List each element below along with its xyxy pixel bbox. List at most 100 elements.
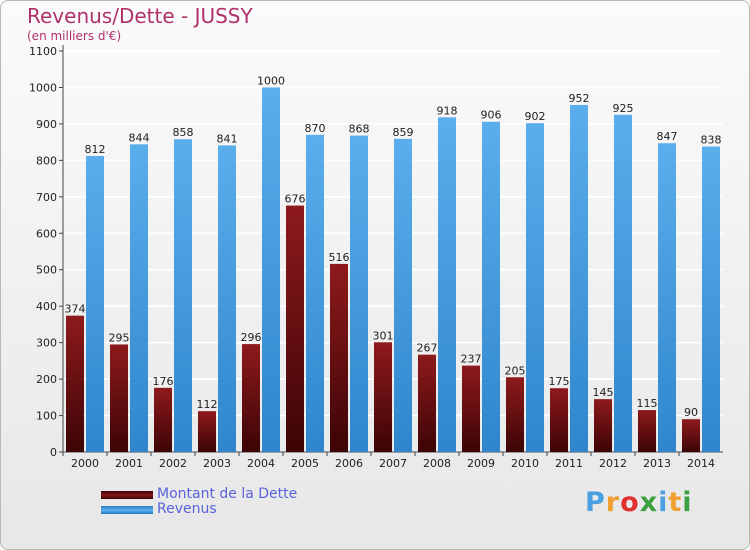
data-label-revenus: 838	[701, 134, 722, 147]
bar-revenus	[130, 144, 148, 452]
data-label-revenus: 906	[481, 109, 502, 122]
y-tick-label: 0	[50, 446, 57, 459]
bar-revenus	[658, 143, 676, 453]
data-label-revenus: 902	[525, 110, 546, 123]
bar-revenus	[218, 145, 236, 452]
logo-letter: r	[605, 487, 621, 518]
bar-revenus	[570, 104, 588, 452]
y-tick-label: 200	[36, 373, 57, 386]
y-tick-label: 700	[36, 191, 57, 204]
y-tick-label: 400	[36, 300, 57, 313]
x-tick-label: 2013	[643, 457, 671, 470]
bar-revenus	[306, 134, 324, 452]
legend-item-revenus: Revenus	[101, 502, 297, 517]
data-label-dette: 90	[684, 406, 698, 419]
data-label-dette: 176	[153, 375, 174, 388]
logo-letter: t	[668, 487, 683, 518]
x-tick-label: 2000	[71, 457, 99, 470]
x-tick-label: 2008	[423, 457, 451, 470]
x-tick-label: 2012	[599, 457, 627, 470]
data-label-dette: 175	[549, 375, 570, 388]
data-label-dette: 295	[109, 331, 130, 344]
data-label-revenus: 847	[657, 130, 678, 143]
data-label-revenus: 952	[569, 92, 590, 105]
data-label-revenus: 870	[305, 122, 326, 135]
bar-dette	[374, 342, 392, 452]
y-tick-label: 1000	[29, 81, 57, 94]
bar-dette	[154, 387, 172, 452]
x-tick-label: 2011	[555, 457, 583, 470]
data-label-dette: 237	[461, 353, 482, 366]
x-tick-label: 2002	[159, 457, 187, 470]
x-tick-label: 2004	[247, 457, 275, 470]
data-label-dette: 516	[329, 251, 350, 264]
logo-letter: i	[658, 487, 669, 518]
bar-revenus	[614, 114, 632, 452]
bar-revenus	[526, 123, 544, 453]
proxiti-logo: Proxiti	[585, 487, 693, 518]
legend: Montant de la Dette Revenus	[101, 487, 297, 517]
data-label-dette: 301	[373, 329, 394, 342]
bar-dette	[330, 263, 348, 452]
x-tick-label: 2005	[291, 457, 319, 470]
bar-revenus	[438, 117, 456, 452]
bar-revenus	[482, 121, 500, 453]
data-label-revenus: 812	[85, 143, 106, 156]
bar-revenus	[394, 138, 412, 452]
logo-letter: i	[682, 487, 693, 518]
data-label-revenus: 858	[173, 126, 194, 139]
data-label-dette: 205	[505, 364, 526, 377]
y-tick-label: 600	[36, 227, 57, 240]
logo-letter: o	[620, 487, 640, 518]
data-label-revenus: 844	[129, 131, 150, 144]
bar-revenus	[262, 87, 280, 453]
data-label-revenus: 918	[437, 104, 458, 117]
bar-revenus	[702, 146, 720, 452]
bar-dette	[550, 388, 568, 452]
bar-dette	[198, 411, 216, 452]
x-tick-label: 2010	[511, 457, 539, 470]
data-label-revenus: 1000	[257, 74, 285, 87]
data-label-revenus: 859	[393, 126, 414, 139]
bar-dette	[462, 365, 480, 452]
bar-revenus	[174, 139, 192, 452]
x-tick-label: 2014	[687, 457, 715, 470]
bar-revenus	[86, 155, 104, 453]
data-label-dette: 676	[285, 193, 306, 206]
x-tick-label: 2001	[115, 457, 143, 470]
y-tick-label: 800	[36, 154, 57, 167]
data-label-revenus: 868	[349, 123, 370, 136]
data-label-dette: 112	[197, 398, 218, 411]
y-tick-label: 1100	[29, 45, 57, 58]
legend-item-dette: Montant de la Dette	[101, 487, 297, 502]
legend-swatch-dette	[101, 490, 153, 499]
chart-subtitle: (en milliers d'€)	[27, 29, 122, 43]
data-label-revenus: 841	[217, 132, 238, 145]
data-label-dette: 374	[65, 303, 86, 316]
x-tick-label: 2007	[379, 457, 407, 470]
bar-dette	[286, 205, 304, 452]
bar-dette	[594, 399, 612, 452]
logo-letter: P	[585, 487, 606, 518]
legend-label-revenus: Revenus	[157, 501, 217, 517]
y-tick-label: 300	[36, 337, 57, 350]
x-tick-label: 2009	[467, 457, 495, 470]
y-tick-label: 500	[36, 264, 57, 277]
bar-dette	[66, 315, 84, 452]
bar-dette	[682, 419, 700, 452]
data-label-dette: 115	[637, 397, 658, 410]
legend-swatch-revenus	[101, 505, 153, 514]
legend-label-dette: Montant de la Dette	[157, 486, 298, 502]
bar-dette	[506, 377, 524, 452]
chart-title: Revenus/Dette - JUSSY	[27, 4, 253, 28]
bar-dette	[110, 344, 128, 452]
data-label-dette: 145	[593, 386, 614, 399]
bar-dette	[418, 354, 436, 452]
bar-revenus	[350, 135, 368, 453]
y-tick-label: 100	[36, 410, 57, 423]
y-tick-label: 900	[36, 118, 57, 131]
x-tick-label: 2006	[335, 457, 363, 470]
data-label-dette: 267	[417, 342, 438, 355]
